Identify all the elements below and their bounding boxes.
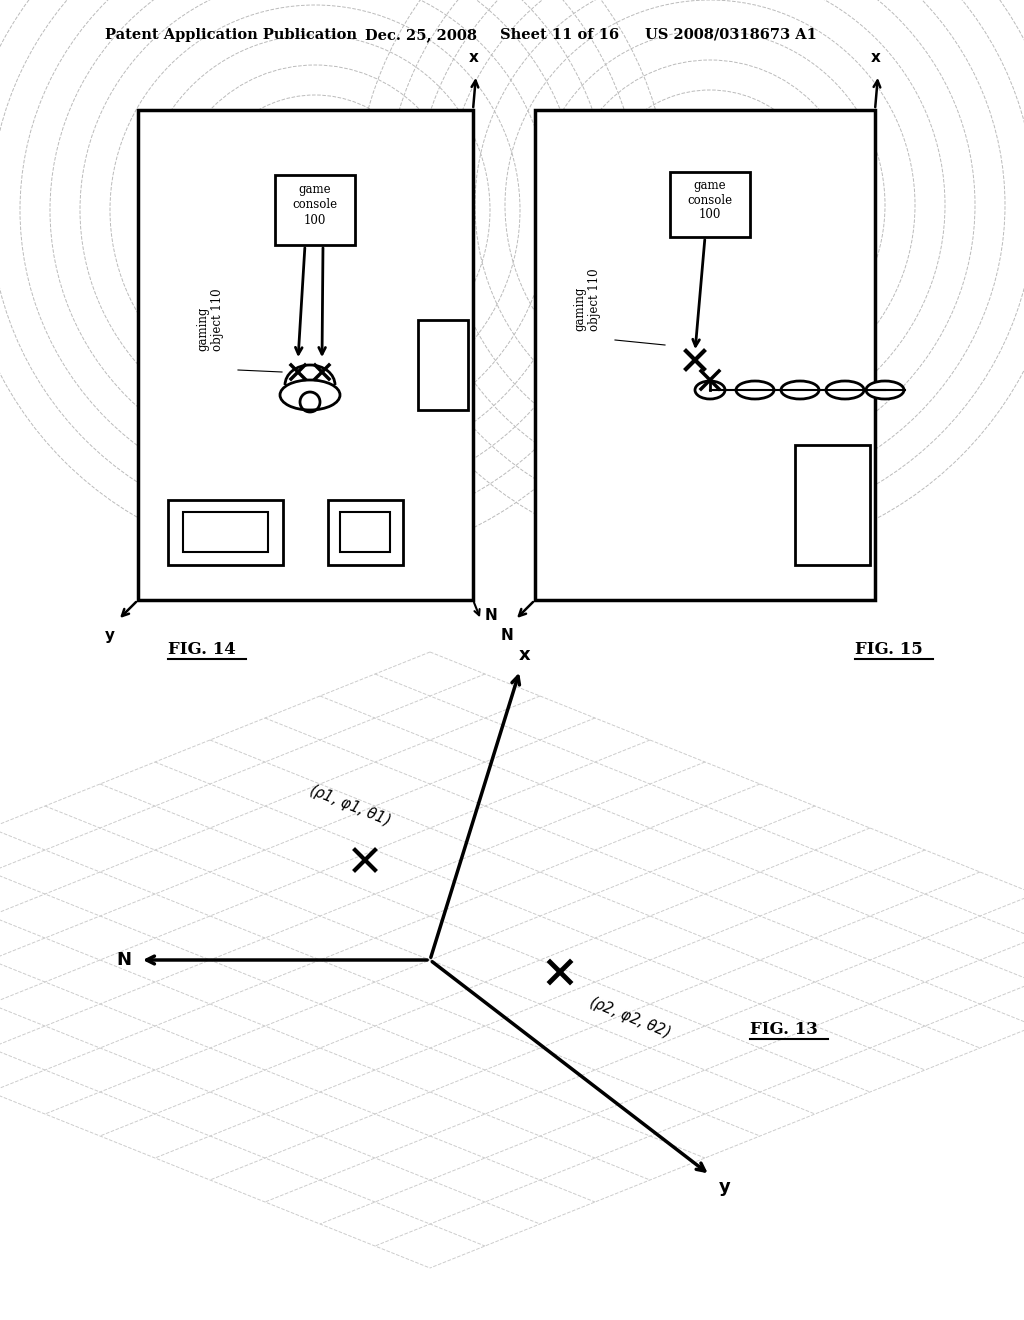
Text: x: x bbox=[469, 50, 479, 65]
Text: N: N bbox=[117, 950, 131, 969]
Text: y: y bbox=[105, 628, 115, 643]
Text: Patent Application Publication: Patent Application Publication bbox=[105, 28, 357, 42]
Bar bbox=[795, 445, 870, 565]
Text: y: y bbox=[719, 1177, 731, 1196]
Bar bbox=[418, 319, 468, 411]
Text: FIG. 13: FIG. 13 bbox=[750, 1022, 818, 1039]
Bar bbox=[340, 512, 390, 552]
Text: x: x bbox=[519, 645, 530, 664]
Text: game
console
100: game console 100 bbox=[293, 183, 338, 227]
Bar bbox=[328, 500, 403, 565]
Text: US 2008/0318673 A1: US 2008/0318673 A1 bbox=[645, 28, 817, 42]
Text: N: N bbox=[484, 607, 498, 623]
Ellipse shape bbox=[280, 380, 340, 411]
Ellipse shape bbox=[781, 381, 819, 399]
Ellipse shape bbox=[695, 381, 725, 399]
Bar bbox=[183, 512, 268, 552]
Text: N: N bbox=[501, 628, 513, 643]
Text: Sheet 11 of 16: Sheet 11 of 16 bbox=[500, 28, 620, 42]
Text: Dec. 25, 2008: Dec. 25, 2008 bbox=[365, 28, 477, 42]
Text: gaming
object 110: gaming object 110 bbox=[573, 269, 601, 331]
Ellipse shape bbox=[826, 381, 864, 399]
Ellipse shape bbox=[866, 381, 904, 399]
Text: ($\rho$2, $\varphi$2, $\theta$2): ($\rho$2, $\varphi$2, $\theta$2) bbox=[587, 993, 674, 1041]
Bar bbox=[535, 110, 874, 601]
Text: ($\rho$1, $\varphi$1, $\theta$1): ($\rho$1, $\varphi$1, $\theta$1) bbox=[306, 780, 393, 830]
Bar bbox=[275, 176, 355, 246]
Text: gaming
object 110: gaming object 110 bbox=[196, 289, 224, 351]
Bar bbox=[168, 500, 283, 565]
Bar bbox=[138, 110, 473, 601]
Text: game
console
100: game console 100 bbox=[687, 178, 732, 222]
Ellipse shape bbox=[736, 381, 774, 399]
Text: FIG. 15: FIG. 15 bbox=[855, 642, 923, 659]
Bar bbox=[670, 172, 750, 238]
Text: x: x bbox=[871, 50, 881, 65]
Text: FIG. 14: FIG. 14 bbox=[168, 642, 236, 659]
